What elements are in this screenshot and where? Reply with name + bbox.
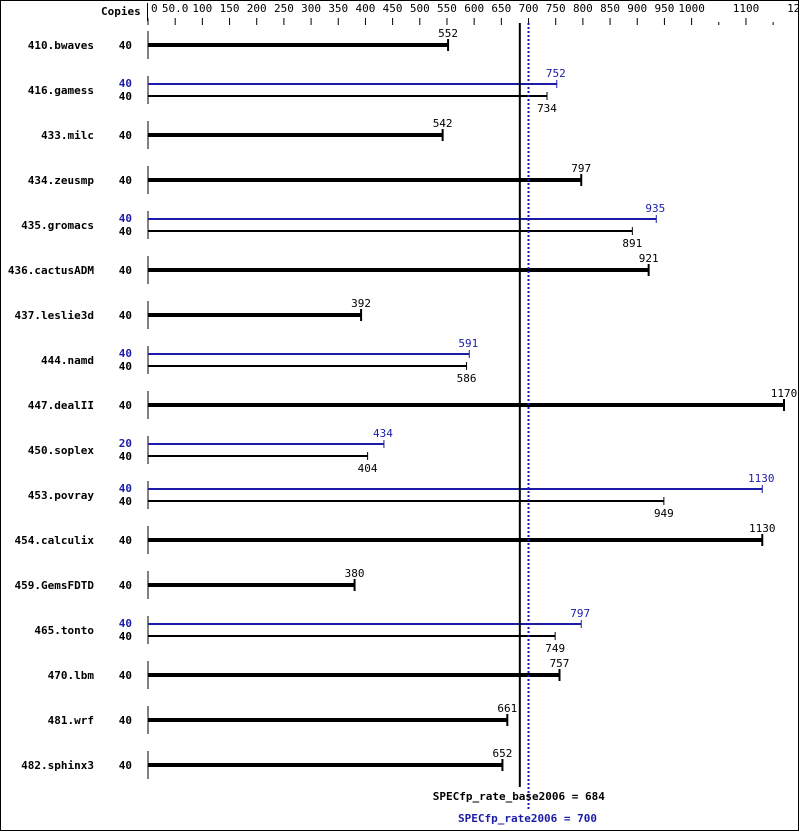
x-tick-label: 1200 (787, 2, 798, 15)
base-value-label: 652 (492, 747, 512, 760)
benchmark-label: 482.sphinx3 (21, 759, 94, 772)
benchmark-label: 444.namd (41, 354, 94, 367)
benchmark-label: 465.tonto (34, 624, 94, 637)
x-tick-label: 0 (151, 2, 158, 15)
base-value-label: 661 (497, 702, 517, 715)
benchmark-label: 481.wrf (48, 714, 94, 727)
base-value-label: 921 (639, 252, 659, 265)
base-value-label: 749 (545, 642, 565, 655)
peak-copies: 40 (119, 617, 132, 630)
benchmark-label: 459.GemsFDTD (15, 579, 95, 592)
base-copies: 40 (119, 90, 132, 103)
peak-copies: 40 (119, 77, 132, 90)
base-value-label: 392 (351, 297, 371, 310)
x-tick-label: 750 (546, 2, 566, 15)
x-tick-label: 150 (220, 2, 240, 15)
base-copies: 40 (119, 630, 132, 643)
x-tick-label: 800 (573, 2, 593, 15)
base-value-label: 1130 (749, 522, 776, 535)
base-value-label: 797 (571, 162, 591, 175)
base-copies: 40 (119, 174, 132, 187)
base-value-label: 586 (457, 372, 477, 385)
benchmark-label: 410.bwaves (28, 39, 94, 52)
x-tick-label: 900 (627, 2, 647, 15)
base-copies: 40 (119, 399, 132, 412)
x-tick-label: 600 (464, 2, 484, 15)
x-tick-label: 1100 (733, 2, 760, 15)
peak-value-label: 1130 (748, 472, 775, 485)
base-copies: 40 (119, 129, 132, 142)
copies-header: Copies (101, 5, 141, 18)
peak-value-label: 752 (546, 67, 566, 80)
benchmark-label: 447.dealII (28, 399, 94, 412)
base-value-label: 734 (537, 102, 557, 115)
x-tick-label: 50.0 (162, 2, 189, 15)
x-tick-label: 950 (654, 2, 674, 15)
base-value-label: 552 (438, 27, 458, 40)
x-tick-label: 100 (192, 2, 212, 15)
x-tick-label: 300 (301, 2, 321, 15)
base-copies: 40 (119, 579, 132, 592)
x-tick-label: 850 (600, 2, 620, 15)
x-tick-label: 450 (383, 2, 403, 15)
benchmark-label: 433.milc (41, 129, 94, 142)
x-tick-label: 550 (437, 2, 457, 15)
base-copies: 40 (119, 309, 132, 322)
x-tick-label: 350 (328, 2, 348, 15)
base-copies: 40 (119, 225, 132, 238)
benchmark-label: 470.lbm (48, 669, 95, 682)
benchmark-label: 416.gamess (28, 84, 94, 97)
base-copies: 40 (119, 360, 132, 373)
base-value-label: 757 (550, 657, 570, 670)
x-tick-label: 400 (356, 2, 376, 15)
benchmark-label: 454.calculix (15, 534, 95, 547)
peak-mean-label: SPECfp_rate2006 = 700 (458, 812, 597, 825)
base-copies: 40 (119, 495, 132, 508)
x-tick-label: 200 (247, 2, 267, 15)
benchmark-label: 435.gromacs (21, 219, 94, 232)
x-tick-label: 500 (410, 2, 430, 15)
x-tick-label: 1000 (678, 2, 705, 15)
base-copies: 40 (119, 450, 132, 463)
base-value-label: 1170 (771, 387, 798, 400)
peak-copies: 40 (119, 212, 132, 225)
base-value-label: 404 (358, 462, 378, 475)
base-copies: 40 (119, 759, 132, 772)
x-tick-label: 650 (491, 2, 511, 15)
base-value-label: 891 (622, 237, 642, 250)
base-copies: 40 (119, 264, 132, 277)
base-copies: 40 (119, 714, 132, 727)
peak-copies: 40 (119, 347, 132, 360)
benchmark-label: 450.soplex (28, 444, 95, 457)
x-tick-label: 700 (519, 2, 539, 15)
benchmark-label: 437.leslie3d (15, 309, 94, 322)
base-copies: 40 (119, 39, 132, 52)
peak-value-label: 797 (570, 607, 590, 620)
base-value-label: 542 (433, 117, 453, 130)
benchmark-label: 436.cactusADM (8, 264, 94, 277)
benchmark-label: 434.zeusmp (28, 174, 95, 187)
base-value-label: 949 (654, 507, 674, 520)
base-value-label: 380 (345, 567, 365, 580)
base-copies: 40 (119, 534, 132, 547)
benchmark-label: 453.povray (28, 489, 95, 502)
peak-copies: 20 (119, 437, 132, 450)
base-copies: 40 (119, 669, 132, 682)
peak-value-label: 434 (373, 427, 393, 440)
peak-copies: 40 (119, 482, 132, 495)
peak-value-label: 591 (458, 337, 478, 350)
x-tick-label: 250 (274, 2, 294, 15)
base-mean-label: SPECfp_rate_base2006 = 684 (433, 790, 606, 803)
peak-value-label: 935 (645, 202, 665, 215)
